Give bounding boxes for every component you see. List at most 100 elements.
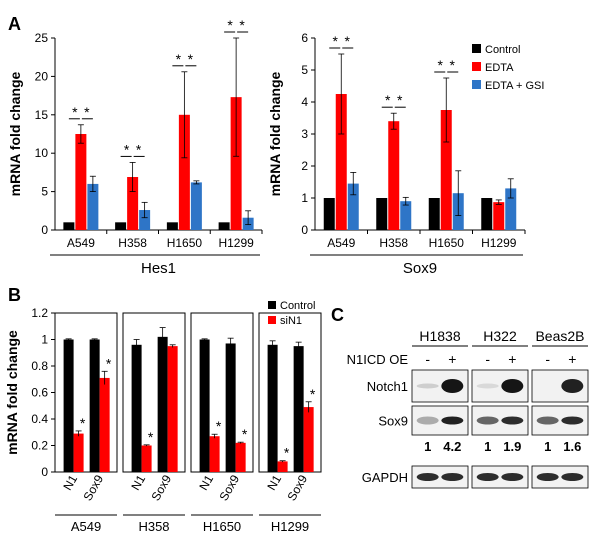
- chart-sox9: 0 1 2 3 4 5 6 mRNA fold change A549 * * H358 * * H1650…: [267, 31, 544, 277]
- legend-label: EDTA: [485, 62, 514, 74]
- category-label: N1: [128, 472, 148, 493]
- quantification-value: 1: [484, 439, 491, 454]
- protein-band: [501, 473, 524, 481]
- protein-band: [536, 473, 559, 481]
- legend-swatch: [472, 80, 481, 89]
- y-tick-label: 0.4: [31, 412, 48, 426]
- y-tick-label: 1: [301, 191, 308, 205]
- legend-label: EDTA + GSI: [485, 80, 544, 92]
- quantification-value: 1: [424, 439, 431, 454]
- y-tick-label: 5: [41, 185, 48, 199]
- y-tick-label: 0.8: [31, 359, 48, 373]
- y-axis-title: mRNA fold change: [7, 71, 23, 196]
- legend-label: Control: [485, 44, 520, 56]
- protein-band: [501, 416, 524, 425]
- legend-swatch: [268, 316, 276, 324]
- lane-sign: +: [448, 351, 456, 367]
- bar: [293, 346, 304, 472]
- row-label: GAPDH: [362, 470, 408, 485]
- lane-sign: -: [545, 351, 550, 367]
- facet-frame: [54, 312, 118, 473]
- y-tick-label: 5: [301, 63, 308, 77]
- blot-frame: [411, 465, 469, 489]
- legend-swatch: [268, 301, 276, 309]
- bar: [178, 114, 190, 230]
- y-tick-label: 6: [301, 31, 308, 45]
- bar: [218, 222, 230, 230]
- facet-frame: [190, 312, 254, 473]
- category-label: H1650: [167, 236, 203, 250]
- significance-star: *: [310, 386, 316, 402]
- y-tick-label: 0: [41, 223, 48, 237]
- protein-band: [416, 416, 439, 425]
- significance-star: *: [333, 33, 339, 49]
- bar: [347, 183, 359, 230]
- category-label: Sox9: [284, 472, 310, 503]
- y-tick-label: 0.2: [31, 439, 48, 453]
- significance-star: *: [72, 104, 78, 120]
- bar: [388, 121, 400, 230]
- lane-sign: -: [485, 351, 490, 367]
- protein-band: [416, 383, 439, 389]
- bar: [141, 445, 152, 472]
- y-tick-label: 2: [301, 159, 308, 173]
- lane-sign: -: [425, 351, 430, 367]
- protein-band: [476, 383, 499, 389]
- bar: [505, 188, 517, 230]
- y-axis-title: mRNA fold change: [4, 330, 20, 455]
- group-label: H358: [138, 519, 169, 534]
- significance-star: *: [216, 418, 222, 434]
- group-label: H1650: [203, 519, 241, 534]
- quantification-value: 1.6: [563, 439, 581, 454]
- bar: [157, 336, 168, 472]
- bar: [335, 94, 347, 230]
- bar: [87, 183, 99, 230]
- significance-star: *: [345, 33, 351, 49]
- category-label: Sox9: [216, 472, 242, 503]
- quantification-value: 1: [544, 439, 551, 454]
- bar: [400, 201, 412, 230]
- significance-star: *: [80, 415, 86, 431]
- facet-frame: [258, 312, 322, 473]
- cell-line-label: H1838: [419, 328, 460, 344]
- significance-star: *: [397, 92, 403, 108]
- category-label: N1: [264, 472, 284, 493]
- blot-frame: [471, 465, 529, 489]
- significance-star: *: [188, 51, 194, 67]
- bar: [209, 436, 220, 472]
- bar: [323, 198, 335, 230]
- legend-swatch: [472, 62, 481, 71]
- bar: [63, 339, 74, 472]
- bar: [75, 134, 87, 230]
- panel-label-c: C: [331, 305, 344, 325]
- bar: [235, 442, 246, 472]
- category-label: H358: [118, 236, 147, 250]
- protein-band: [561, 416, 584, 425]
- bar: [131, 344, 142, 472]
- bar: [166, 222, 178, 230]
- protein-band: [501, 379, 524, 393]
- blot-frame: [531, 465, 589, 489]
- bar: [115, 222, 127, 230]
- legend-label: Control: [280, 300, 315, 312]
- row-label: Notch1: [367, 379, 408, 394]
- y-tick-label: 10: [35, 146, 49, 160]
- row-label: Sox9: [378, 414, 408, 429]
- significance-star: *: [450, 57, 456, 73]
- protein-band: [441, 473, 464, 481]
- y-tick-label: 0: [301, 223, 308, 237]
- bar: [190, 182, 202, 230]
- y-tick-label: 15: [35, 108, 49, 122]
- cell-line-label: H322: [483, 328, 517, 344]
- significance-star: *: [124, 141, 130, 157]
- condition-label: N1ICD OE: [347, 352, 409, 367]
- x-axis-title: Sox9: [403, 260, 437, 277]
- category-label: A549: [327, 236, 355, 250]
- bar: [225, 343, 236, 472]
- category-label: H1650: [429, 236, 465, 250]
- lane-sign: +: [508, 351, 516, 367]
- panel-label-b: B: [8, 285, 21, 305]
- group-label: H1299: [271, 519, 309, 534]
